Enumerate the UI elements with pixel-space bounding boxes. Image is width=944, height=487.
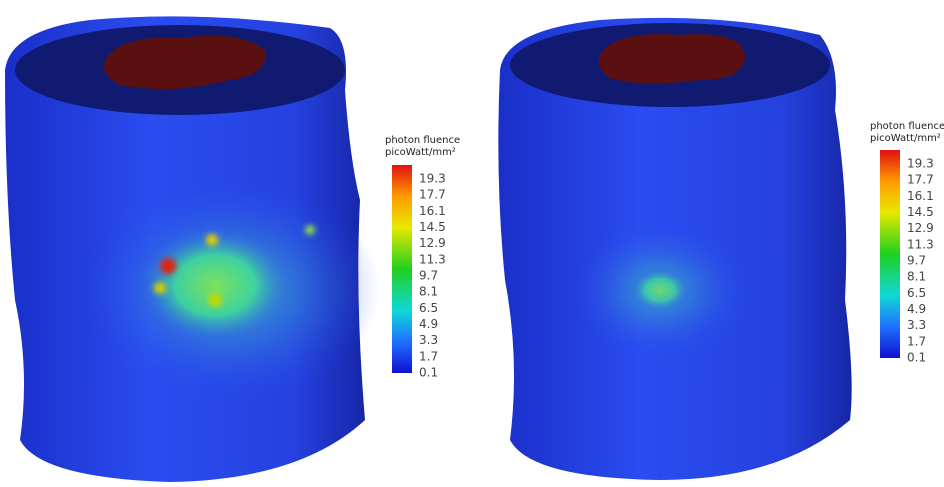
colorbar-tick-label: 11.3 [907,237,934,251]
colorbar-tick-label: 14.5 [419,220,446,234]
colorbar-tick-label: 4.9 [907,302,926,316]
colorbar-tick-label: 4.9 [419,317,438,331]
colorbar-tick-label: 11.3 [419,252,446,266]
colorbar-unit: picoWatt/mm² [870,133,941,144]
colorbar-tick-label: 1.7 [907,334,926,348]
colorbar-tick-label: 3.3 [907,318,926,332]
colorbar-tick-label: 1.7 [419,349,438,363]
colorbar-tick-label: 3.3 [419,333,438,347]
colorbar-tick-label: 0.1 [907,351,926,365]
colorbar-tick-label: 19.3 [907,157,934,171]
colorbar-tick-label: 6.5 [419,301,438,315]
colorbar-scale [880,150,900,358]
colorbar-title: photon fluence [385,135,460,146]
figure: photon fluencepicoWatt/mm²19.317.716.114… [0,0,944,487]
colorbar-tick-label: 6.5 [907,286,926,300]
colorbar-tick-label: 8.1 [907,270,926,284]
colorbar-tick-label: 0.1 [419,366,438,380]
right-render [498,18,851,480]
left-render [5,16,380,482]
colorbar-tick-label: 14.5 [907,205,934,219]
colorbar-scale [392,165,412,373]
colorbar-unit: picoWatt/mm² [385,147,456,158]
colorbar-tick-label: 17.7 [419,188,446,202]
figure-canvas: photon fluencepicoWatt/mm²19.317.716.114… [0,0,944,487]
colorbar-tick-label: 16.1 [907,189,934,203]
colorbar-tick-label: 16.1 [419,204,446,218]
colorbar-tick-label: 9.7 [907,254,926,268]
colorbar-tick-label: 12.9 [419,236,446,250]
colorbar-tick-label: 12.9 [907,221,934,235]
colorbar-title: photon fluence [870,121,944,132]
colorbar-tick-label: 9.7 [419,269,438,283]
colorbar-tick-label: 19.3 [419,172,446,186]
colorbar-tick-label: 17.7 [907,173,934,187]
colorbar-tick-label: 8.1 [419,285,438,299]
